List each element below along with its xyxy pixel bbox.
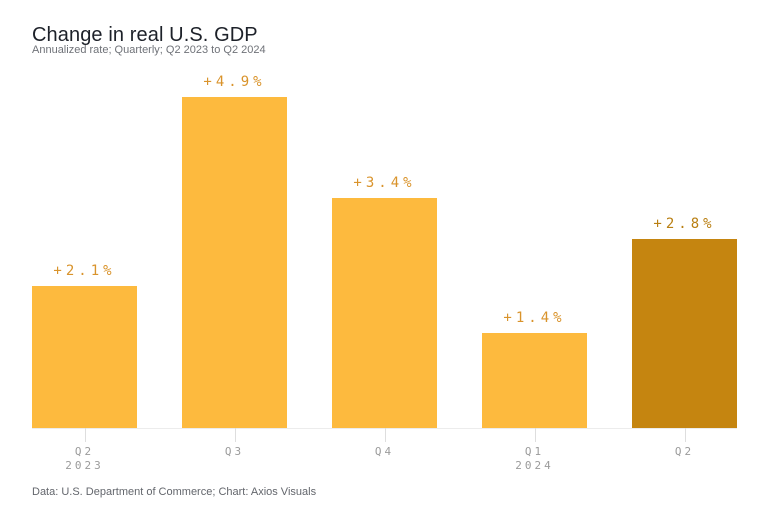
data-label: +2.1%	[53, 263, 116, 279]
x-axis-label: Q3	[224, 445, 245, 458]
x-axis-tick	[685, 428, 686, 442]
x-axis-label: Q2	[674, 445, 695, 458]
bar-q3-1	[182, 97, 287, 428]
chart-subtitle: Annualized rate; Quarterly; Q2 2023 to Q…	[32, 44, 266, 56]
x-axis-year-label: 2024	[515, 459, 554, 472]
x-axis-baseline	[32, 428, 737, 429]
x-axis-year-label: 2023	[65, 459, 104, 472]
x-axis-label: Q4	[374, 445, 395, 458]
data-label: +2.8%	[653, 216, 716, 232]
bar-q1-3	[482, 333, 587, 428]
x-axis-tick	[235, 428, 236, 442]
x-axis-label: Q1	[524, 445, 545, 458]
chart-title: Change in real U.S. GDP	[32, 24, 258, 47]
data-label: +3.4%	[353, 175, 416, 191]
x-axis-label: Q2	[74, 445, 95, 458]
data-label: +1.4%	[503, 310, 566, 326]
bar-q2-4	[632, 239, 737, 428]
bar-q2-0	[32, 286, 137, 428]
data-label: +4.9%	[203, 74, 266, 90]
bar-q4-2	[332, 198, 437, 428]
x-axis-tick	[385, 428, 386, 442]
x-axis-tick	[535, 428, 536, 442]
x-axis-tick	[85, 428, 86, 442]
source-attribution: Data: U.S. Department of Commerce; Chart…	[32, 486, 317, 498]
